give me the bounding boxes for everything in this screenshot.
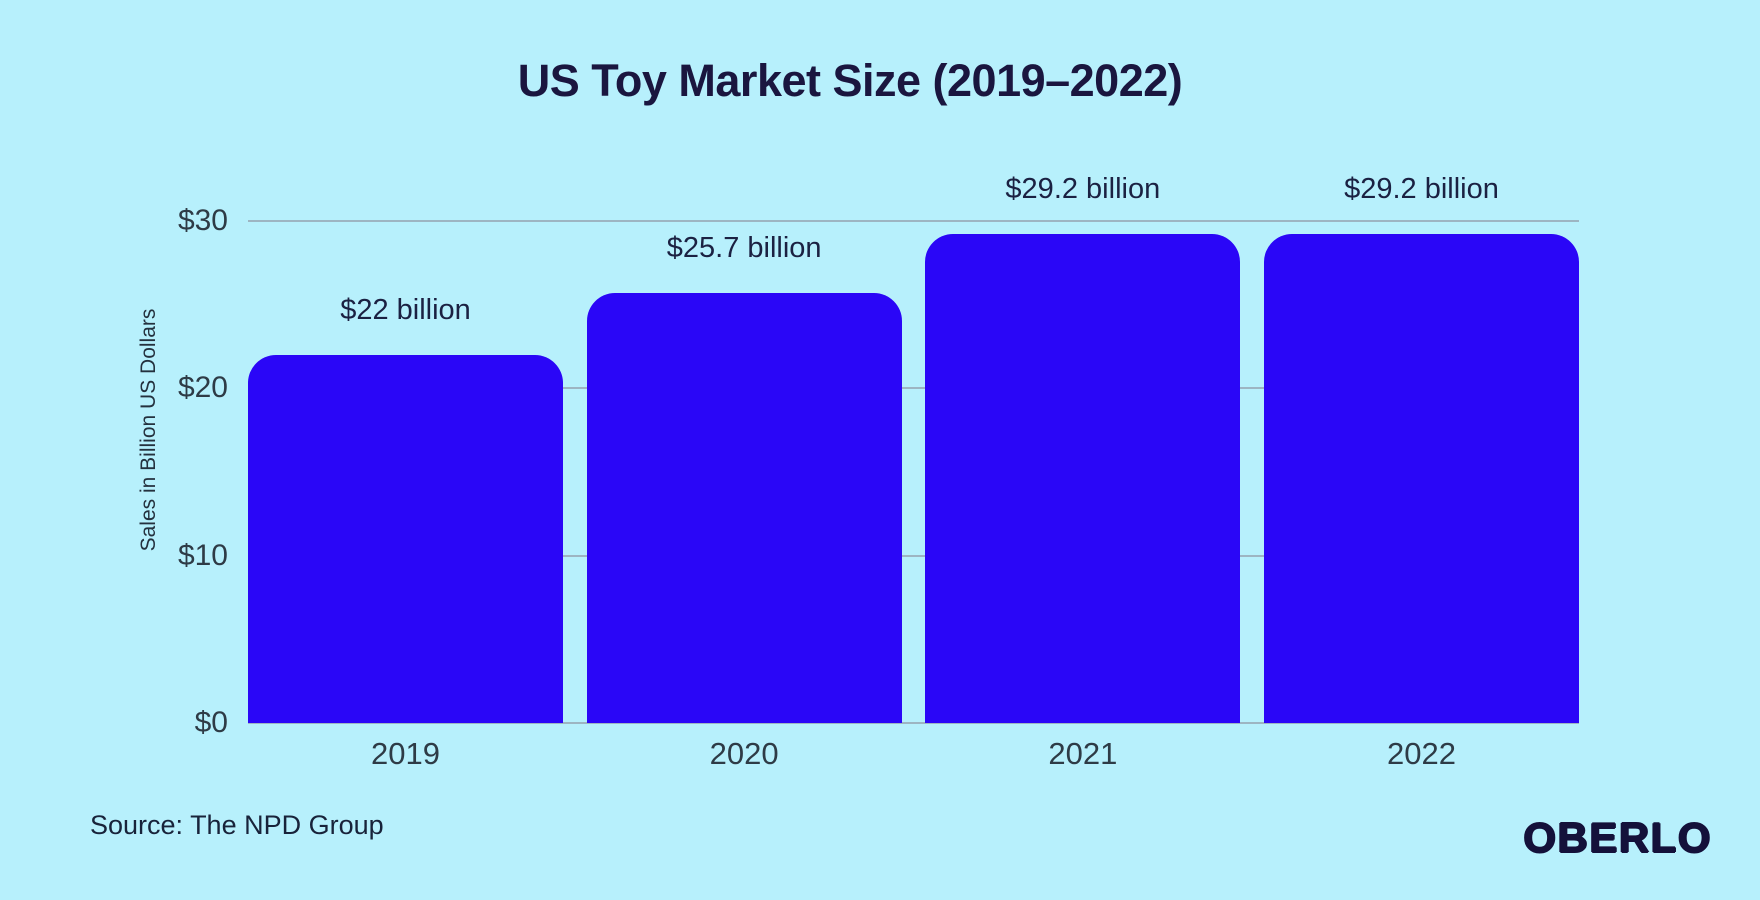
oberlo-logo: OBERLO [1523, 814, 1712, 861]
gridline-$10 [248, 554, 1579, 557]
y-tick-label: $10 [177, 538, 228, 572]
bar-value-label: $25.7 billion [666, 231, 822, 264]
y-tick-label: $20 [177, 371, 228, 405]
gridline-$20 [248, 387, 1579, 390]
bar-value-label: $29.2 billion [1344, 173, 1499, 206]
gridline-$30 [248, 220, 1579, 222]
chart-title: US Toy Market Size (2019–2022) [517, 55, 1183, 106]
y-tick-label: $0 [194, 706, 228, 739]
y-axis-title: Sales in Billion US Dollars [137, 308, 160, 552]
y-tick-label: $30 [177, 204, 228, 237]
bar-2020 [586, 292, 902, 723]
x-tick-label: 2022 [1387, 736, 1456, 771]
x-tick-label: 2021 [1048, 736, 1118, 771]
bar-value-label: $22 billion [340, 293, 471, 326]
source-note: Source: The NPD Group [90, 810, 384, 840]
x-tick-label: 2020 [709, 736, 779, 771]
x-tick-label: 2019 [371, 736, 440, 771]
bar-value-label: $29.2 billion [1005, 173, 1161, 206]
gridline-$0 [248, 722, 1579, 724]
bar-2022 [1264, 234, 1579, 723]
bar-2021 [925, 234, 1241, 723]
bar-2019 [248, 354, 563, 723]
